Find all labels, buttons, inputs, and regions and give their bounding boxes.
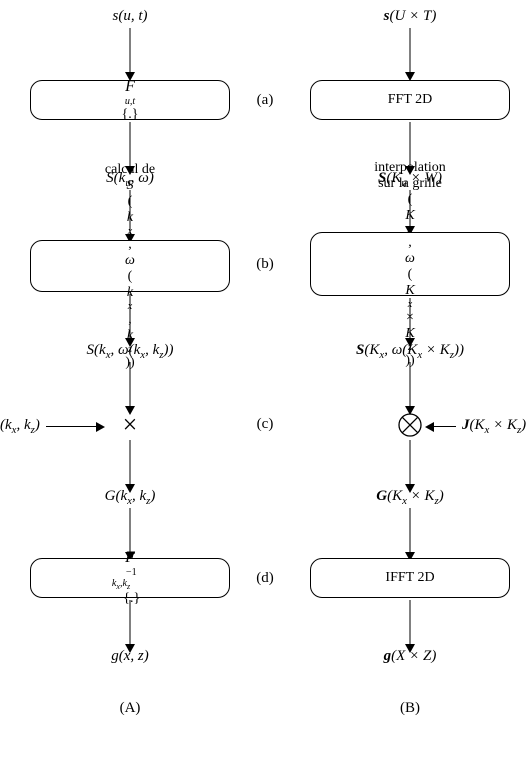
node-input-a: s(u, t) — [30, 8, 230, 25]
row-label-c: (c) — [240, 416, 290, 433]
node-g-b: G(Kx × Kz) — [310, 488, 510, 507]
node-output-a: g(x, z) — [30, 648, 230, 665]
node-input-b: s(U × T) — [310, 8, 510, 25]
row-label-a: (a) — [240, 92, 290, 109]
row-label-d: (d) — [240, 570, 290, 587]
box-fourier-a: Fu,t{.} — [30, 80, 230, 120]
multiply-op-a: × — [117, 412, 143, 438]
multiply-op-b — [397, 412, 423, 438]
node-g-a: G(kx, kz) — [30, 488, 230, 507]
side-input-b: J(Kx × Kz) — [425, 417, 526, 436]
box-ifft-b: IFFT 2D — [310, 558, 510, 598]
row-label-b: (b) — [240, 256, 290, 273]
box-ifourier-a: F −1kx,kz {.} — [30, 558, 230, 598]
side-label-b: J(Kx × Kz) — [462, 417, 526, 436]
column-label-a: (A) — [30, 700, 230, 717]
column-label-b: (B) — [310, 700, 510, 717]
node-output-b: g(X × Z) — [310, 648, 510, 665]
box-interp-b: interpolationsur la grille(Kx, ω(Kx × Kz… — [310, 232, 510, 296]
node-interp-a: S(kx, ω(kx, kz)) — [30, 342, 230, 361]
otimes-icon — [397, 412, 423, 438]
side-label-a: (kx, kz) — [0, 417, 40, 436]
box-calc-a: calcul deS(kx, ω(kx, kz)) — [30, 240, 230, 292]
node-interp-out-b: S(Kx, ω(Kx × Kz)) — [310, 342, 510, 361]
side-input-a: (kx, kz) — [0, 417, 105, 436]
box-fft-b: FFT 2D — [310, 80, 510, 120]
